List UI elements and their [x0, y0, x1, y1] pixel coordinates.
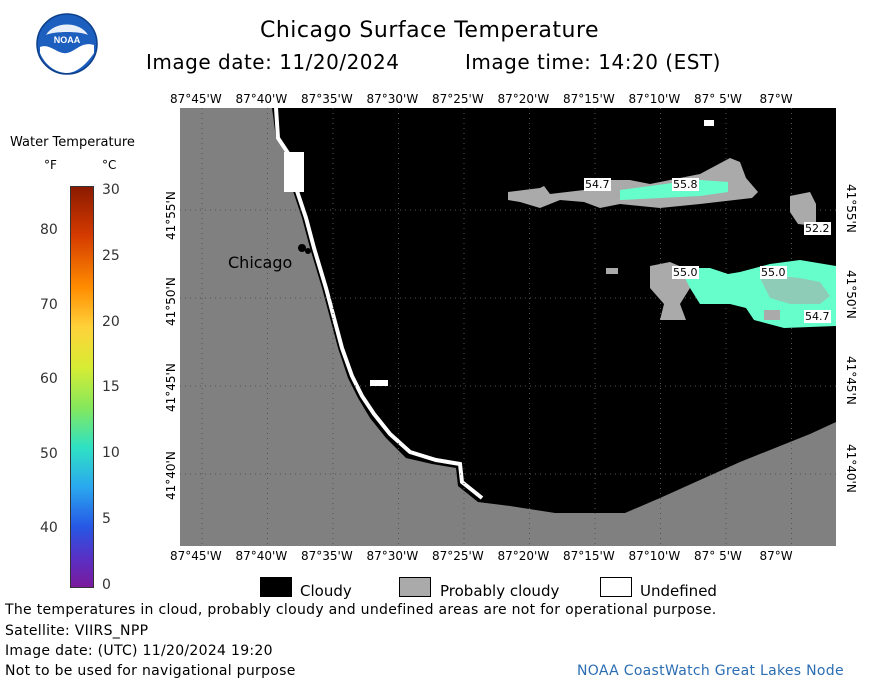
credit: NOAA CoastWatch Great Lakes Node [577, 663, 844, 679]
page-title: Chicago Surface Temperature [260, 18, 600, 43]
undefined-swatch [600, 577, 632, 597]
latitude-label: 41°45'N [844, 356, 858, 405]
longitude-label: 87°25'W [432, 549, 484, 563]
latitude-label: 41°55'N [164, 191, 178, 240]
temp-label: 54.7 [584, 178, 611, 191]
legend-title: Water Temperature [10, 135, 135, 150]
longitude-label: 87°W [759, 92, 793, 106]
longitude-label: 87°30'W [366, 92, 419, 106]
image-date: Image date: 11/20/2024 [146, 50, 400, 74]
map-grid [180, 108, 836, 546]
longitude-label: 87°40'W [235, 92, 288, 106]
probably-cloudy-patch-4 [760, 276, 830, 304]
latitude-label: 41°40'N [844, 444, 858, 493]
longitude-label: 87°45'W [170, 549, 222, 563]
noaa-logo: NOAA [36, 13, 98, 75]
utc-date: Image date: (UTC) 11/20/2024 19:20 [5, 643, 273, 659]
cloudy-swatch [260, 577, 292, 597]
noaa-logo-icon: NOAA [36, 13, 98, 75]
probably-cloudy-label: Probably cloudy [440, 582, 560, 600]
longitude-label: 87°10'W [628, 549, 681, 563]
latitude-label: 41°40'N [164, 451, 178, 500]
longitude-label: 87°45'W [170, 92, 222, 106]
nav-warning: Not to be used for navigational purpose [5, 663, 296, 679]
longitude-label: 87° 5'W [694, 92, 742, 106]
latitude-label: 41°55'N [844, 184, 858, 233]
legend-unit-c: °C [102, 158, 117, 172]
temp-label: 55.0 [760, 266, 787, 279]
latitude-label: 41°45'N [164, 363, 178, 412]
latitude-label: 41°50'N [164, 277, 178, 326]
longitude-label: 87°15'W [563, 549, 615, 563]
fahrenheit-tick: 60 [40, 371, 58, 387]
chicago-marker [298, 244, 306, 252]
fahrenheit-tick: 70 [40, 296, 58, 313]
probably-cloudy-swatch [399, 577, 431, 597]
longitude-label: 87°35'W [301, 549, 353, 563]
fahrenheit-tick: 80 [40, 222, 58, 238]
longitude-label: 87°15'W [563, 92, 615, 106]
longitude-label: 87°W [759, 549, 793, 563]
celsius-tick: 15 [102, 379, 120, 396]
image-time: Image time: 14:20 (EST) [465, 50, 721, 74]
cloudy-label: Cloudy [300, 582, 352, 600]
celsius-tick: 5 [102, 511, 111, 527]
fahrenheit-tick: 50 [40, 445, 58, 462]
longitude-label: 87°20'W [497, 92, 550, 106]
city-label: Chicago [228, 253, 293, 272]
color-scale-bar [70, 186, 94, 588]
celsius-tick: 30 [102, 182, 120, 198]
longitude-label: 87° 5'W [694, 549, 742, 563]
satellite: Satellite: VIIRS_NPP [5, 623, 149, 639]
svg-text:NOAA: NOAA [54, 35, 81, 45]
longitude-label: 87°25'W [432, 92, 484, 106]
temp-label: 55.8 [672, 178, 699, 191]
longitude-label: 87°10'W [628, 92, 681, 106]
fahrenheit-tick: 40 [40, 520, 58, 536]
legend-unit-f: °F [44, 158, 57, 172]
land-area [180, 108, 836, 546]
disclaimer: The temperatures in cloud, probably clou… [5, 602, 717, 618]
longitude-label: 87°30'W [366, 549, 419, 563]
celsius-tick: 25 [102, 247, 120, 264]
probably-cloudy-patch-2 [790, 192, 816, 226]
celsius-tick: 0 [102, 576, 111, 593]
longitude-label: 87°35'W [301, 92, 353, 106]
water-patch-east [680, 260, 836, 328]
celsius-tick: 20 [102, 313, 120, 330]
temp-label: 52.2 [804, 222, 831, 235]
celsius-tick: 10 [102, 445, 120, 462]
undefined-label: Undefined [640, 582, 717, 600]
surface-temperature-map [180, 108, 836, 546]
map-frame: Chicago 54.7 55.8 52.2 55.0 55.0 54.7 [180, 108, 836, 546]
temp-label: 54.7 [804, 310, 831, 323]
longitude-label: 87°40'W [235, 549, 288, 563]
latitude-label: 41°50'N [844, 270, 858, 319]
temp-label: 55.0 [672, 266, 699, 279]
longitude-label: 87°20'W [497, 549, 550, 563]
